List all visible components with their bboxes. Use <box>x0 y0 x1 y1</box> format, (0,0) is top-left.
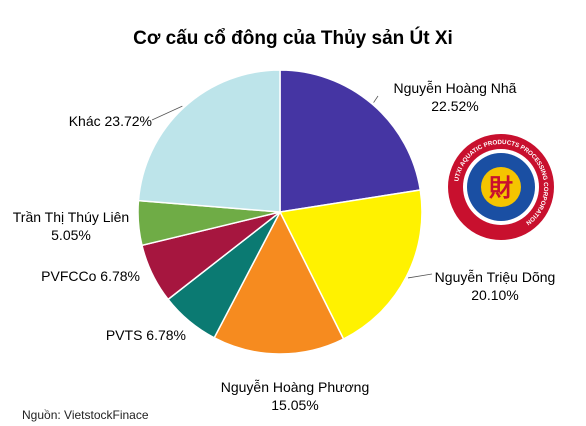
label-value: 22.52% <box>431 98 479 114</box>
leader-line-6 <box>151 105 183 121</box>
pie-slice-0 <box>279 69 422 213</box>
label-pvfcco: PVFCCo 6.78% <box>20 267 140 285</box>
label-text: PVTS 6.78% <box>105 327 186 343</box>
leader-line-1 <box>407 273 433 279</box>
pie-slice-1 <box>278 189 423 341</box>
pie-slice-6 <box>137 69 281 213</box>
logo-glyph: 財 <box>489 174 513 202</box>
label-name: Nguyễn Triệu Dõng <box>434 269 556 285</box>
label-khac: Khác 23.72% <box>40 112 152 130</box>
label-nguyen-hoang-nha: Nguyễn Hoàng Nhã 22.52% <box>380 79 530 115</box>
label-name: Trần Thị Thúy Liên <box>12 209 130 225</box>
label-nguyen-trieu-dong: Nguyễn Triệu Dõng 20.10% <box>425 268 565 304</box>
pie-slice-2 <box>213 210 345 355</box>
label-text: PVFCCo 6.78% <box>41 268 140 284</box>
label-value: 15.05% <box>271 397 319 413</box>
leader-line-0 <box>373 95 379 103</box>
label-text: Khác 23.72% <box>68 113 152 129</box>
label-name: Nguyễn Hoàng Nhã <box>393 80 517 96</box>
company-logo: 財 UTXI AQUATIC PRODUCTS PROCESSING CORPO… <box>448 134 554 240</box>
label-nguyen-hoang-phuong: Nguyễn Hoàng Phương 15.05% <box>210 378 380 414</box>
source-note: Nguồn: VietstockFinace <box>22 408 149 422</box>
chart-title: Cơ cấu cổ đông của Thủy sản Út Xi <box>133 28 453 49</box>
label-value: 20.10% <box>471 287 519 303</box>
label-tran-thi-thuy-lien: Trần Thị Thúy Liên 5.05% <box>2 208 140 244</box>
label-name: Nguyễn Hoàng Phương <box>220 379 370 395</box>
logo-center <box>481 167 521 207</box>
label-pvts: PVTS 6.78% <box>70 326 186 344</box>
label-value: 5.05% <box>51 227 91 243</box>
